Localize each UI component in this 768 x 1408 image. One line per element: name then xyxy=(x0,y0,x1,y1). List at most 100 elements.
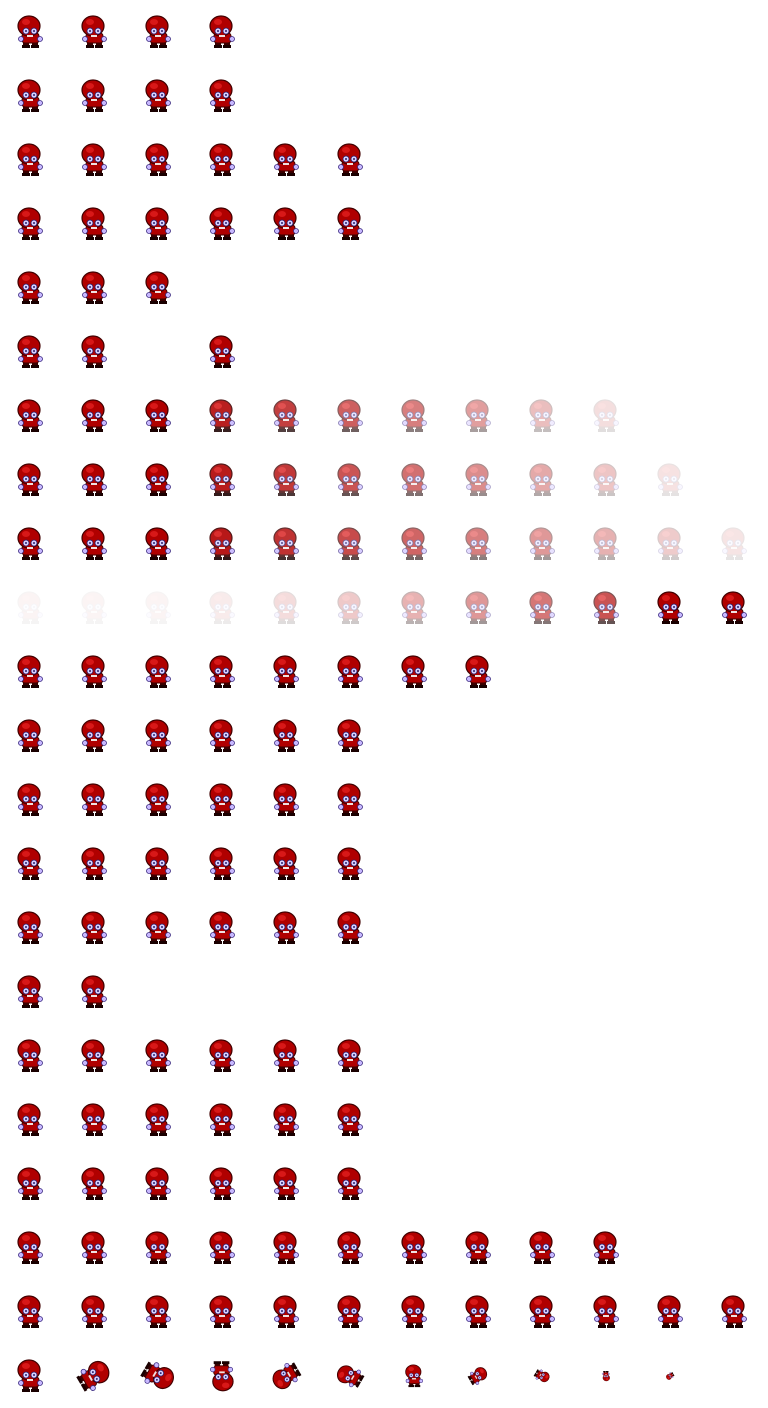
sprite-frame xyxy=(273,847,300,881)
sprite xyxy=(465,399,492,433)
sprite xyxy=(81,1039,108,1073)
sprite-frame xyxy=(529,1231,556,1265)
sprite-frame xyxy=(401,655,428,689)
sprite xyxy=(81,335,108,369)
sprite-frame xyxy=(337,847,364,881)
sprite-frame xyxy=(337,655,364,689)
sprite xyxy=(337,1167,364,1201)
sprite-frame xyxy=(273,1167,300,1201)
sprite xyxy=(81,15,108,49)
sprite-frame xyxy=(81,847,108,881)
sprite-frame xyxy=(17,1167,44,1201)
sprite xyxy=(273,911,300,945)
sprite xyxy=(145,1231,172,1265)
sprite xyxy=(145,1295,172,1329)
sprite-frame xyxy=(17,719,44,753)
sprite xyxy=(17,783,44,817)
sprite xyxy=(333,1360,367,1391)
sprite-frame xyxy=(17,15,44,49)
sprite-frame xyxy=(209,1167,236,1201)
sprite xyxy=(657,591,684,625)
sprite-frame xyxy=(81,79,108,113)
sprite xyxy=(465,655,492,689)
sprite xyxy=(17,1231,44,1265)
sprite-frame xyxy=(17,591,44,625)
sprite-frame xyxy=(273,1295,300,1329)
sprite-frame xyxy=(145,143,172,177)
sprite xyxy=(81,1167,108,1201)
sprite-frame xyxy=(465,527,492,561)
sprite xyxy=(73,1357,115,1396)
sprite xyxy=(145,591,172,625)
sprite xyxy=(273,1231,300,1265)
sprite xyxy=(81,719,108,753)
sprite xyxy=(657,527,684,561)
sprite xyxy=(465,463,492,497)
sprite-frame xyxy=(145,591,172,625)
sprite-frame xyxy=(273,655,300,689)
sprite-frame xyxy=(81,143,108,177)
sprite-frame xyxy=(664,1371,676,1381)
sprite-frame xyxy=(209,1231,236,1265)
sprite xyxy=(273,207,300,241)
sprite xyxy=(209,783,236,817)
sprite xyxy=(465,591,492,625)
sprite xyxy=(401,463,428,497)
sprite xyxy=(337,911,364,945)
sprite-frame xyxy=(17,143,44,177)
sprite xyxy=(337,1039,364,1073)
sprite xyxy=(145,719,172,753)
sprite-frame xyxy=(601,1370,610,1382)
sprite-frame xyxy=(401,399,428,433)
sprite xyxy=(17,719,44,753)
sprite-frame xyxy=(405,1364,424,1388)
sprite-frame xyxy=(337,1103,364,1137)
sprite xyxy=(337,719,364,753)
sprite-frame xyxy=(593,1295,620,1329)
sprite xyxy=(81,655,108,689)
sprite xyxy=(465,1295,492,1329)
sprite xyxy=(17,79,44,113)
sprite-frame xyxy=(529,463,556,497)
sprite-frame xyxy=(532,1367,552,1385)
sprite xyxy=(273,527,300,561)
sprite xyxy=(209,1231,236,1265)
sprite-frame xyxy=(209,399,236,433)
sprite xyxy=(209,399,236,433)
sprite xyxy=(337,527,364,561)
sprite xyxy=(337,207,364,241)
sprite-frame xyxy=(209,783,236,817)
sprite xyxy=(81,1103,108,1137)
sprite-frame xyxy=(657,463,684,497)
sprite-frame xyxy=(273,527,300,561)
sprite-frame xyxy=(273,719,300,753)
sprite-frame xyxy=(145,399,172,433)
sprite-frame xyxy=(273,143,300,177)
sprite-frame xyxy=(273,463,300,497)
sprite-frame xyxy=(721,591,748,625)
sprite-frame xyxy=(337,1039,364,1073)
sprite xyxy=(273,1039,300,1073)
sprite xyxy=(17,463,44,497)
sprite xyxy=(81,399,108,433)
sprite xyxy=(273,143,300,177)
sprite xyxy=(145,911,172,945)
sprite-frame xyxy=(81,1295,108,1329)
sprite xyxy=(81,79,108,113)
sprite xyxy=(17,655,44,689)
sprite xyxy=(17,143,44,177)
sprite xyxy=(209,1103,236,1137)
sprite xyxy=(529,527,556,561)
sprite-frame xyxy=(81,335,108,369)
sprite xyxy=(657,1295,684,1329)
sprite xyxy=(145,271,172,305)
sprite xyxy=(401,1295,428,1329)
sprite-frame xyxy=(465,1295,492,1329)
sprite-frame xyxy=(401,527,428,561)
sprite xyxy=(337,463,364,497)
sprite-frame xyxy=(145,15,172,49)
sprite xyxy=(145,463,172,497)
sprite xyxy=(337,655,364,689)
sprite xyxy=(17,15,44,49)
sprite-frame xyxy=(465,1231,492,1265)
